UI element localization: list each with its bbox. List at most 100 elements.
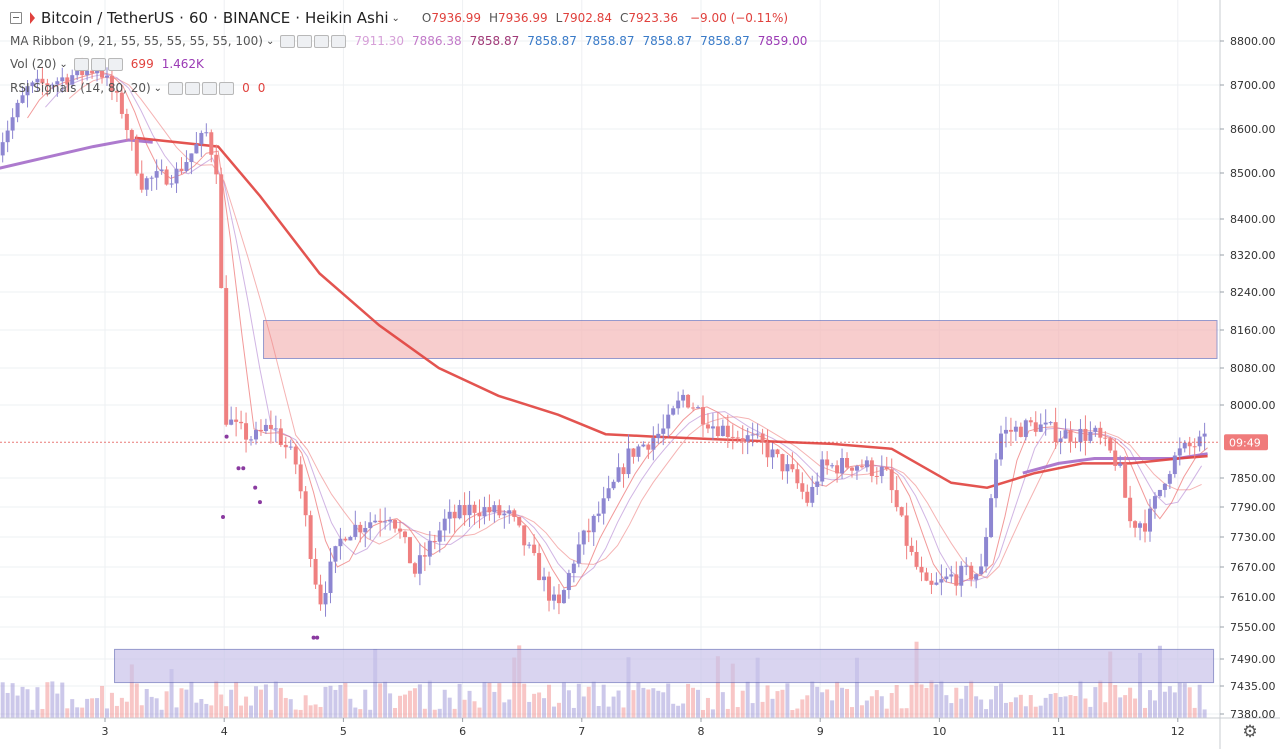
chart-style[interactable]: Heikin Ashi — [304, 9, 389, 27]
candle-body — [184, 162, 189, 172]
price-axis[interactable]: 8800.00 8700.00 8600.00 8500.00 8400.00 8320.… — [1220, 35, 1276, 721]
indicator-buttons[interactable] — [280, 34, 347, 48]
source-icon[interactable] — [202, 81, 218, 95]
volume-bar — [1038, 705, 1043, 718]
chevron-down-icon[interactable]: ⌄ — [265, 35, 275, 47]
candle-body — [65, 77, 70, 85]
volume-bar — [596, 706, 601, 718]
source-icon[interactable] — [314, 34, 330, 48]
volume-bar — [909, 684, 914, 718]
candle-body — [790, 464, 795, 470]
rsi-signal-dot — [224, 434, 229, 439]
candle-body — [298, 464, 303, 492]
candle-body — [700, 407, 705, 425]
ma-mid-line — [68, 76, 1202, 579]
volume-bar — [854, 657, 859, 718]
candle-body — [785, 464, 790, 472]
candle-body — [5, 130, 10, 143]
volume-bar — [889, 693, 894, 718]
volume-bar — [214, 680, 219, 718]
volume-bar — [283, 697, 288, 718]
price-tick-label: 7380.00 — [1230, 708, 1276, 721]
gear-icon[interactable] — [90, 57, 106, 71]
candle-body — [199, 132, 204, 145]
candle-body — [1043, 422, 1048, 425]
volume-bar — [1078, 680, 1083, 718]
candle-body — [884, 466, 889, 470]
chevron-down-icon[interactable]: ⌄ — [391, 12, 400, 24]
indicator-buttons[interactable] — [73, 57, 123, 71]
candle-body — [119, 92, 124, 114]
volume-bar — [263, 684, 268, 718]
candle-body — [1038, 424, 1043, 432]
volume-bar — [939, 680, 944, 718]
candle-body — [293, 446, 298, 465]
eye-icon[interactable] — [73, 57, 89, 71]
rsi-signal-dot — [315, 635, 320, 640]
candle-body — [998, 433, 1003, 460]
volume-bar — [407, 690, 412, 718]
volume-bar — [45, 682, 50, 718]
ohlc-number: 7902.84 — [562, 11, 612, 25]
candle-body — [611, 481, 616, 489]
candle-body — [149, 177, 154, 179]
candle-body — [204, 132, 209, 134]
volume-bar — [492, 691, 497, 718]
eye-icon[interactable] — [280, 34, 296, 48]
rsi-label[interactable]: RSI Signals (14, 80, 20) — [10, 81, 151, 95]
collapse-icon[interactable] — [10, 12, 22, 24]
volume-bar — [318, 706, 323, 718]
indicator-buttons[interactable] — [168, 81, 235, 95]
volume-label[interactable]: Vol (20) — [10, 57, 57, 71]
chevron-down-icon[interactable]: ⌄ — [59, 58, 68, 70]
volume-bar — [979, 699, 984, 718]
time-tick-label: 10 — [932, 725, 946, 738]
volume-bar — [934, 684, 939, 718]
settings-gear-icon[interactable]: ⚙ — [1242, 722, 1258, 742]
gear-icon[interactable] — [297, 34, 313, 48]
time-tick-label: 3 — [102, 725, 109, 738]
close-icon[interactable] — [219, 81, 235, 95]
volume-bar — [775, 691, 780, 718]
candle-body — [601, 498, 606, 514]
candle-body — [705, 424, 710, 429]
symbol-name[interactable]: Bitcoin / TetherUS — [41, 9, 175, 27]
chevron-down-icon[interactable]: ⌄ — [153, 82, 163, 94]
support-zone[interactable] — [114, 648, 1215, 684]
price-tick-label: 8320.00 — [1230, 249, 1276, 262]
resistance-zone[interactable] — [263, 320, 1218, 359]
volume-bar — [631, 690, 636, 718]
close-icon[interactable] — [107, 57, 123, 71]
time-tick-label: 5 — [340, 725, 347, 738]
gear-icon[interactable] — [185, 81, 201, 95]
candle-body — [1088, 431, 1093, 441]
volume-bar — [1013, 697, 1018, 718]
candle-body — [556, 594, 561, 604]
volume-bar — [1177, 682, 1182, 718]
interval[interactable]: 60 — [188, 9, 209, 27]
volume-bar — [740, 690, 745, 718]
candle-body — [318, 584, 323, 605]
volume-bar — [184, 689, 189, 718]
zones-layer[interactable] — [114, 320, 1218, 684]
volume-bar — [75, 707, 80, 718]
volume-bar — [576, 683, 581, 718]
volume-bar — [95, 698, 100, 718]
candle-body — [929, 580, 934, 585]
eye-icon[interactable] — [168, 81, 184, 95]
rsi-value: 0 — [242, 81, 250, 95]
time-axis[interactable]: 3 4 5 6 7 8 9 10 11 12 — [102, 718, 1185, 738]
volume-bar — [1033, 706, 1038, 718]
volume-bar — [1093, 687, 1098, 718]
candle-body — [755, 433, 760, 435]
volume-bar — [904, 708, 909, 718]
legend-panel: Bitcoin / TetherUS · 60 · BINANCE · Heik… — [0, 0, 1220, 110]
ma-ribbon-value: 7858.87 — [527, 34, 577, 48]
candle-body — [189, 153, 194, 163]
candle-body — [139, 173, 144, 190]
volume-bar — [253, 686, 258, 718]
ma-ribbon-label[interactable]: MA Ribbon (9, 21, 55, 55, 55, 55, 55, 10… — [10, 34, 263, 48]
close-icon[interactable] — [331, 34, 347, 48]
volume-bar — [1118, 697, 1123, 718]
